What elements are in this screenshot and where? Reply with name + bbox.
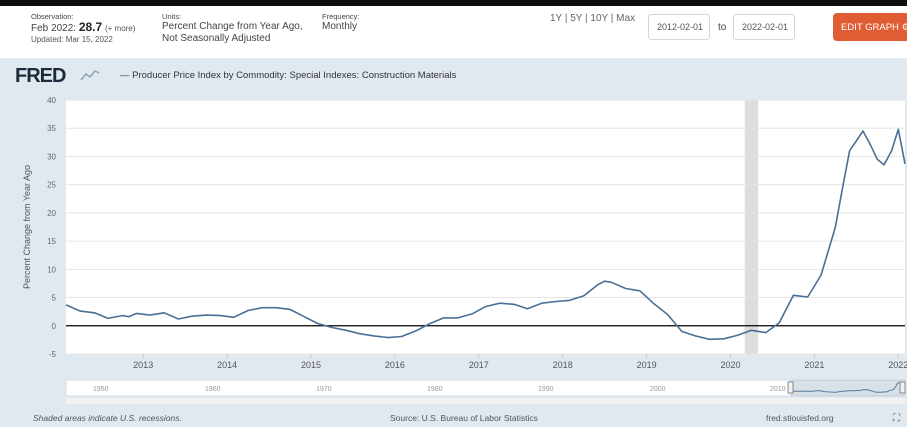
- units-label: Units:: [162, 12, 182, 21]
- y-tick-label: 35: [47, 124, 56, 133]
- x-tick-label: 2017: [469, 360, 489, 370]
- navigator-scrollbar: [66, 398, 905, 404]
- y-axis-label: Percent Change from Year Ago: [22, 165, 32, 289]
- navigator-year-label: 1950: [93, 386, 109, 393]
- x-tick-label: 2013: [133, 360, 153, 370]
- observation-more-link[interactable]: (+ more): [104, 24, 136, 33]
- gear-icon: ⚙: [901, 22, 907, 33]
- plot-background: [66, 100, 905, 354]
- y-tick-label: -5: [49, 350, 57, 359]
- edit-graph-button[interactable]: EDIT GRAPH ⚙: [833, 13, 907, 41]
- fullscreen-icon[interactable]: ⛶: [893, 413, 900, 424]
- navigator-year-label: 2000: [650, 386, 666, 393]
- series-title: — Producer Price Index by Commodity: Spe…: [120, 70, 456, 81]
- units-line-2: Not Seasonally Adjusted: [162, 33, 271, 44]
- fred-logo: FRED: [15, 65, 66, 87]
- units-line-1: Percent Change from Year Ago,: [162, 21, 303, 32]
- navigator-year-label: 1960: [205, 386, 221, 393]
- y-tick-label: 5: [52, 294, 57, 303]
- frequency-value: Monthly: [322, 21, 358, 32]
- x-tick-label: 2015: [301, 360, 321, 370]
- range-links[interactable]: 1Y | 5Y | 10Y | Max: [550, 13, 636, 24]
- frequency-label: Frequency:: [322, 12, 360, 21]
- observation-period: Feb 2022:: [31, 23, 77, 34]
- navigator-year-label: 1970: [316, 386, 332, 393]
- updated-date: Updated: Mar 15, 2022: [31, 35, 113, 44]
- x-tick-label: 2014: [217, 360, 237, 370]
- x-tick-label: 2021: [804, 360, 824, 370]
- end-date-input[interactable]: 2022-02-01: [733, 14, 795, 40]
- to-label: to: [718, 22, 727, 33]
- source-note: Source: U.S. Bureau of Labor Statistics: [390, 413, 538, 423]
- x-tick-label: 2022: [888, 360, 907, 370]
- navigator-selection: [790, 380, 905, 396]
- legend-line-icon: —: [120, 70, 133, 81]
- observation-block: Observation: Feb 2022: 28.7 (+ more) Upd…: [31, 12, 135, 44]
- y-tick-label: 40: [47, 96, 56, 105]
- line-chart: -5 0 5 10 15 20 25 30 35 40 2013 2014 2015 2016 2017 20…: [22, 96, 907, 404]
- observation-label: Observation:: [31, 12, 74, 21]
- x-tick-label: 2020: [720, 360, 740, 370]
- chart-title: Producer Price Index by Commodity: Speci…: [132, 70, 457, 81]
- recession-note: Shaded areas indicate U.S. recessions.: [33, 413, 182, 423]
- observation-value: 28.7: [78, 20, 103, 34]
- navigator-line: [789, 381, 906, 393]
- y-tick-label: 0: [52, 322, 57, 331]
- site-link[interactable]: fred.stlouisfed.org: [766, 413, 834, 423]
- units-block: Units: Percent Change from Year Ago, Not…: [162, 12, 303, 45]
- navigator-left-handle[interactable]: [787, 381, 794, 394]
- frequency-block: Frequency: Monthly: [322, 12, 360, 33]
- y-tick-label: 10: [47, 265, 56, 274]
- fred-chart-icon: [80, 70, 100, 81]
- top-strip: [0, 0, 907, 6]
- y-tick-label: 30: [47, 152, 56, 161]
- y-tick-label: 25: [47, 181, 56, 190]
- x-tick-label: 2018: [553, 360, 573, 370]
- navigator-year-label: 1990: [538, 386, 554, 393]
- navigator-year-label: 1980: [427, 386, 443, 393]
- recession-shade: [744, 100, 759, 354]
- navigator-right-handle[interactable]: [899, 381, 906, 394]
- y-tick-label: 15: [47, 237, 56, 246]
- y-tick-label: 20: [47, 209, 56, 218]
- edit-graph-label: EDIT GRAPH: [841, 22, 899, 33]
- x-tick-label: 2016: [385, 360, 405, 370]
- start-date-input[interactable]: 2012-02-01: [648, 14, 710, 40]
- navigator-year-label: 2010: [770, 386, 786, 393]
- series-line: [65, 128, 906, 341]
- x-tick-label: 2019: [637, 360, 657, 370]
